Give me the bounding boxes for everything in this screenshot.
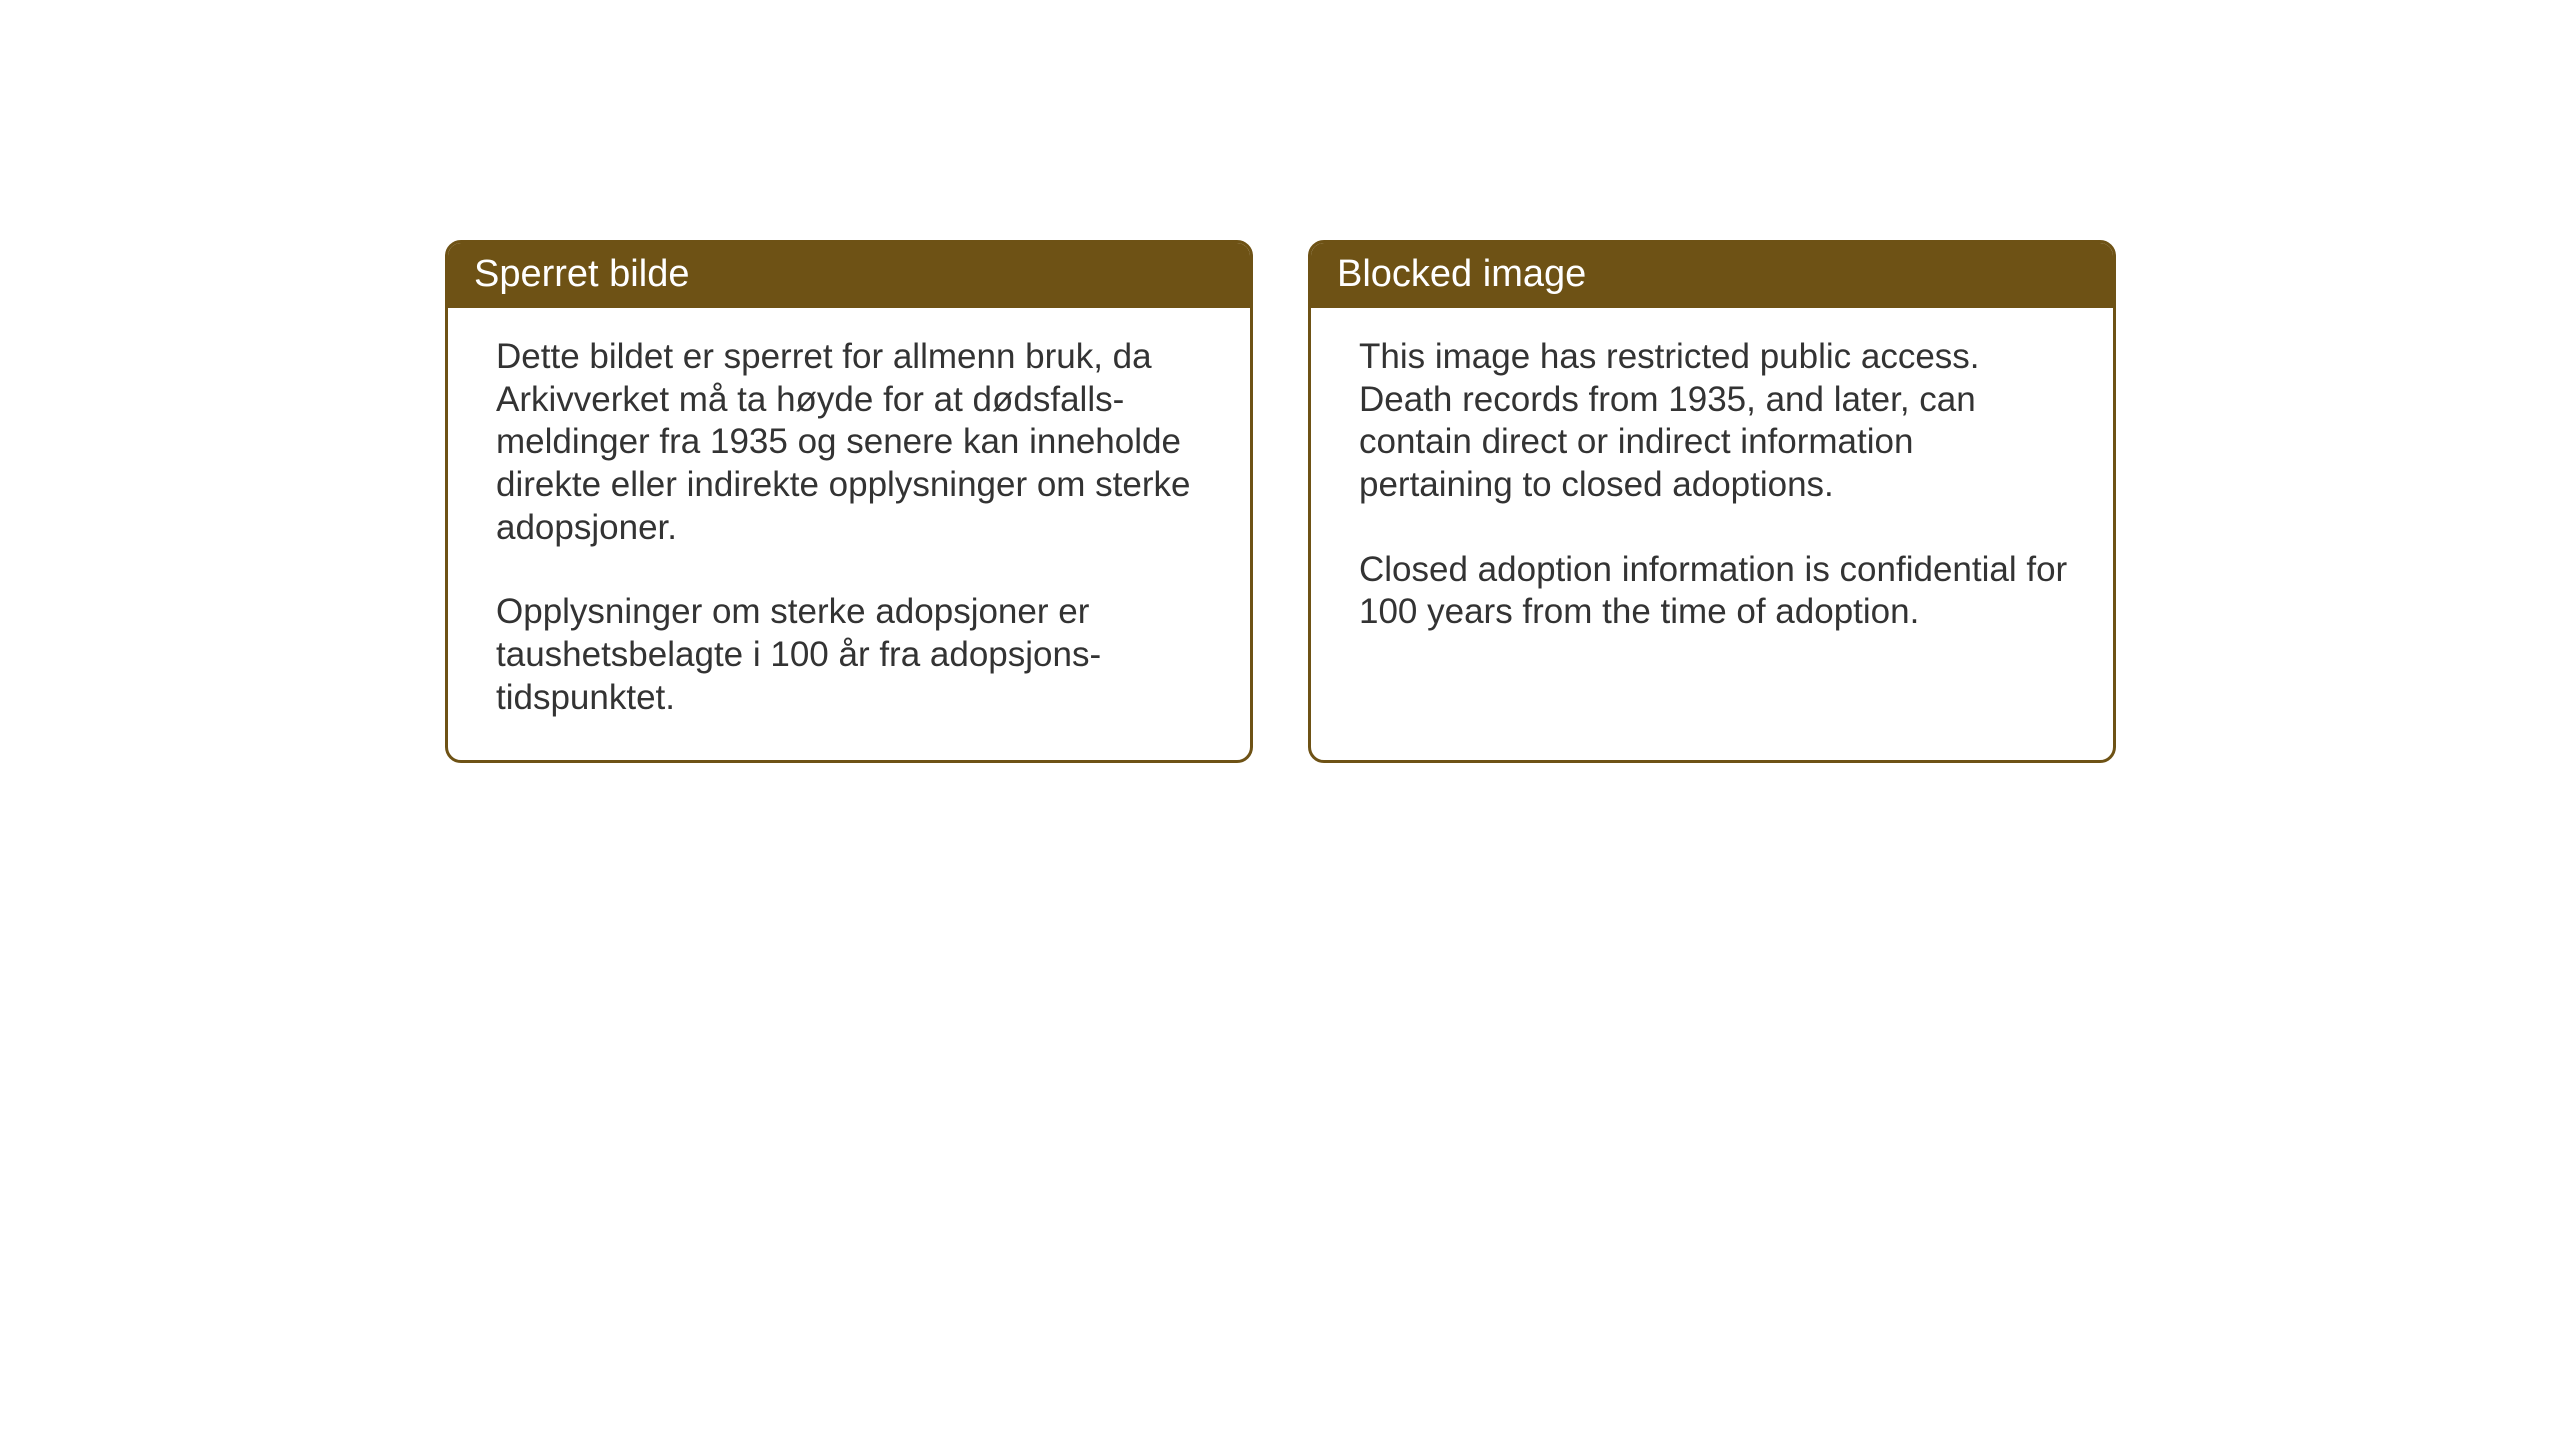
notice-body-norwegian: Dette bildet er sperret for allmenn bruk…	[448, 308, 1250, 760]
notice-paragraph-2-norwegian: Opplysninger om sterke adopsjoner er tau…	[496, 591, 1210, 719]
notice-body-english: This image has restricted public access.…	[1311, 308, 2113, 674]
notice-paragraph-1-english: This image has restricted public access.…	[1359, 336, 2073, 507]
notice-title-norwegian: Sperret bilde	[448, 243, 1250, 308]
notice-container: Sperret bilde Dette bildet er sperret fo…	[445, 240, 2116, 763]
notice-title-english: Blocked image	[1311, 243, 2113, 308]
notice-paragraph-2-english: Closed adoption information is confident…	[1359, 549, 2073, 634]
notice-paragraph-1-norwegian: Dette bildet er sperret for allmenn bruk…	[496, 336, 1210, 549]
notice-card-english: Blocked image This image has restricted …	[1308, 240, 2116, 763]
notice-card-norwegian: Sperret bilde Dette bildet er sperret fo…	[445, 240, 1253, 763]
